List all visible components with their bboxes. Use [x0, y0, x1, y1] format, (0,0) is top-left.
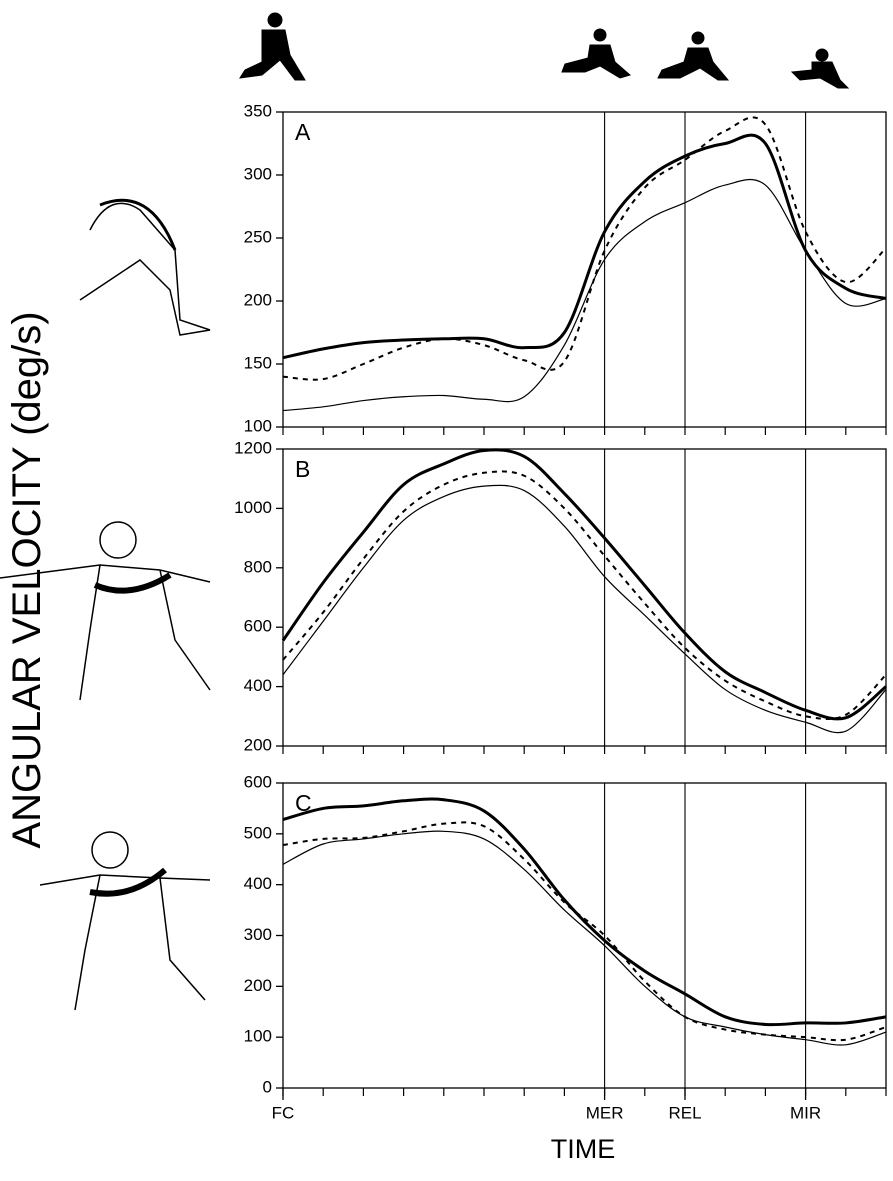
y-tick-label: 300: [244, 925, 272, 944]
y-axis-label: ANGULAR VELOCITY (deg/s): [5, 311, 49, 848]
y-tick-label: 600: [244, 617, 272, 636]
y-tick-label: 300: [244, 164, 272, 183]
data-line: [282, 470, 887, 720]
y-tick-label: 200: [244, 976, 272, 995]
plot-frame: [282, 111, 887, 428]
x-tick-label: FC: [272, 1103, 295, 1122]
y-tick-label: 200: [244, 290, 272, 309]
y-tick-label: 100: [244, 416, 272, 435]
y-tick-label: 800: [244, 557, 272, 576]
x-tick-label: MIR: [790, 1103, 821, 1122]
illustrations: [0, 12, 850, 1011]
data-line: [282, 484, 887, 734]
data-line: [282, 830, 887, 1046]
y-tick-label: 400: [244, 676, 272, 695]
y-tick-label: 1000: [234, 498, 272, 517]
y-tick-label: 200: [244, 735, 272, 754]
plot-frame: [282, 782, 887, 1089]
y-tick-label: 600: [244, 772, 272, 791]
plot-frame: [282, 448, 887, 747]
panel-label: C: [295, 790, 312, 816]
y-tick-label: 1200: [234, 438, 272, 457]
data-line: [282, 821, 887, 1042]
data-line: [281, 448, 887, 721]
panel-label: A: [295, 119, 311, 145]
x-tick-label: REL: [668, 1103, 701, 1122]
y-tick-label: 500: [244, 823, 272, 842]
x-tick-label: MER: [586, 1103, 624, 1122]
y-tick-label: 400: [244, 874, 272, 893]
panel-label: B: [295, 456, 310, 482]
x-axis-label: TIME: [551, 1134, 616, 1164]
y-tick-label: 150: [244, 353, 272, 372]
y-tick-label: 350: [244, 101, 272, 120]
data-line: [282, 178, 887, 412]
y-tick-label: 100: [244, 1027, 272, 1046]
y-tick-label: 250: [244, 227, 272, 246]
data-line: [282, 797, 887, 1027]
data-line: [282, 133, 887, 360]
y-tick-label: 0: [263, 1077, 272, 1096]
